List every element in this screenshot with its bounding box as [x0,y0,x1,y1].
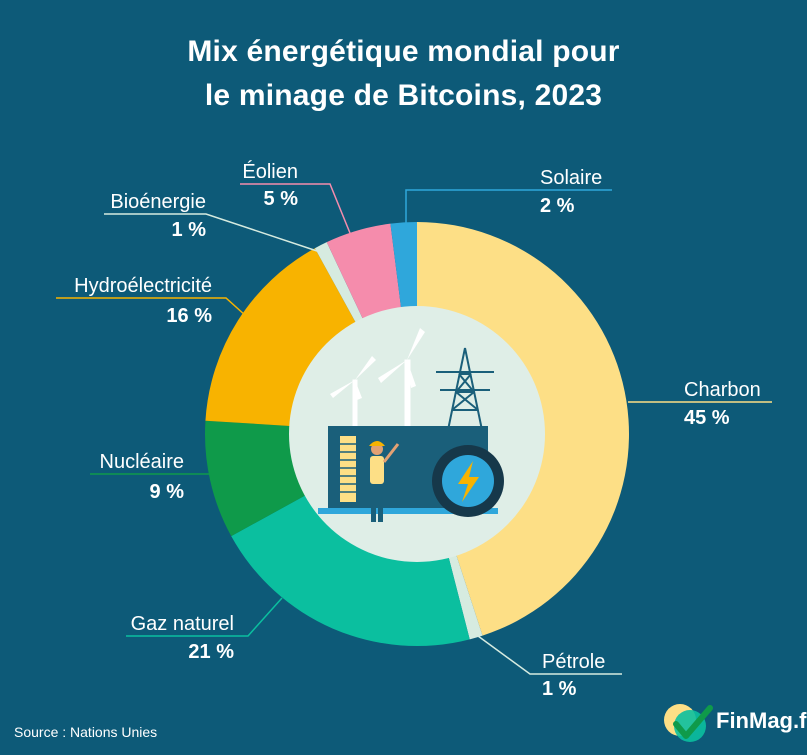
label-charbon-value: 45 % [684,407,730,429]
leader-line-hydro [56,297,247,317]
chart-title: Mix énergétique mondial pour le minage d… [0,30,807,118]
label-charbon-name: Charbon [684,379,761,401]
brand-logo[interactable]: FinMag.fr [660,698,807,748]
power-pylon-icon [436,347,494,431]
label-bioenergie-name: Bioénergie [110,191,206,213]
label-bioenergie-value: 1 % [172,219,207,241]
wind-turbine-icon [330,328,425,427]
lightning-bolt-icon [432,445,504,517]
label-hydro-name: Hydroélectricité [74,275,212,297]
label-eolien-name: Éolien [242,160,298,183]
label-petrole-value: 1 % [542,678,577,700]
leader-line-solaire [405,189,612,228]
brand-name: FinMag.fr [716,708,807,733]
label-nucleaire-name: Nucléaire [100,451,184,473]
leader-line-petrole [477,635,622,675]
donut-slice-gaz-naturel [231,482,470,646]
label-eolien-value: 5 % [264,188,299,210]
leader-line-gaz [126,597,283,637]
leader-lines [56,183,772,675]
worker-icon [369,441,400,522]
source-note: Source : Nations Unies [14,724,158,740]
label-gaz-name: Gaz naturel [131,613,234,635]
leader-line-bioenergie [104,213,321,253]
slice-labels: Charbon 45 % Pétrole 1 % Gaz naturel 21 … [74,160,761,700]
label-hydro-value: 16 % [166,305,212,327]
chart-title-line-1: Mix énergétique mondial pour [187,35,620,68]
leader-line-eolien [240,183,353,239]
chart-title-line-2: le minage de Bitcoins, 2023 [204,79,603,112]
label-solaire-value: 2 % [540,195,575,217]
label-nucleaire-value: 9 % [150,481,185,503]
label-petrole-name: Pétrole [542,651,605,673]
label-solaire-name: Solaire [540,167,602,189]
energy-illustration [318,328,504,522]
label-gaz-value: 21 % [188,641,234,663]
finmag-logo-icon [664,704,713,742]
